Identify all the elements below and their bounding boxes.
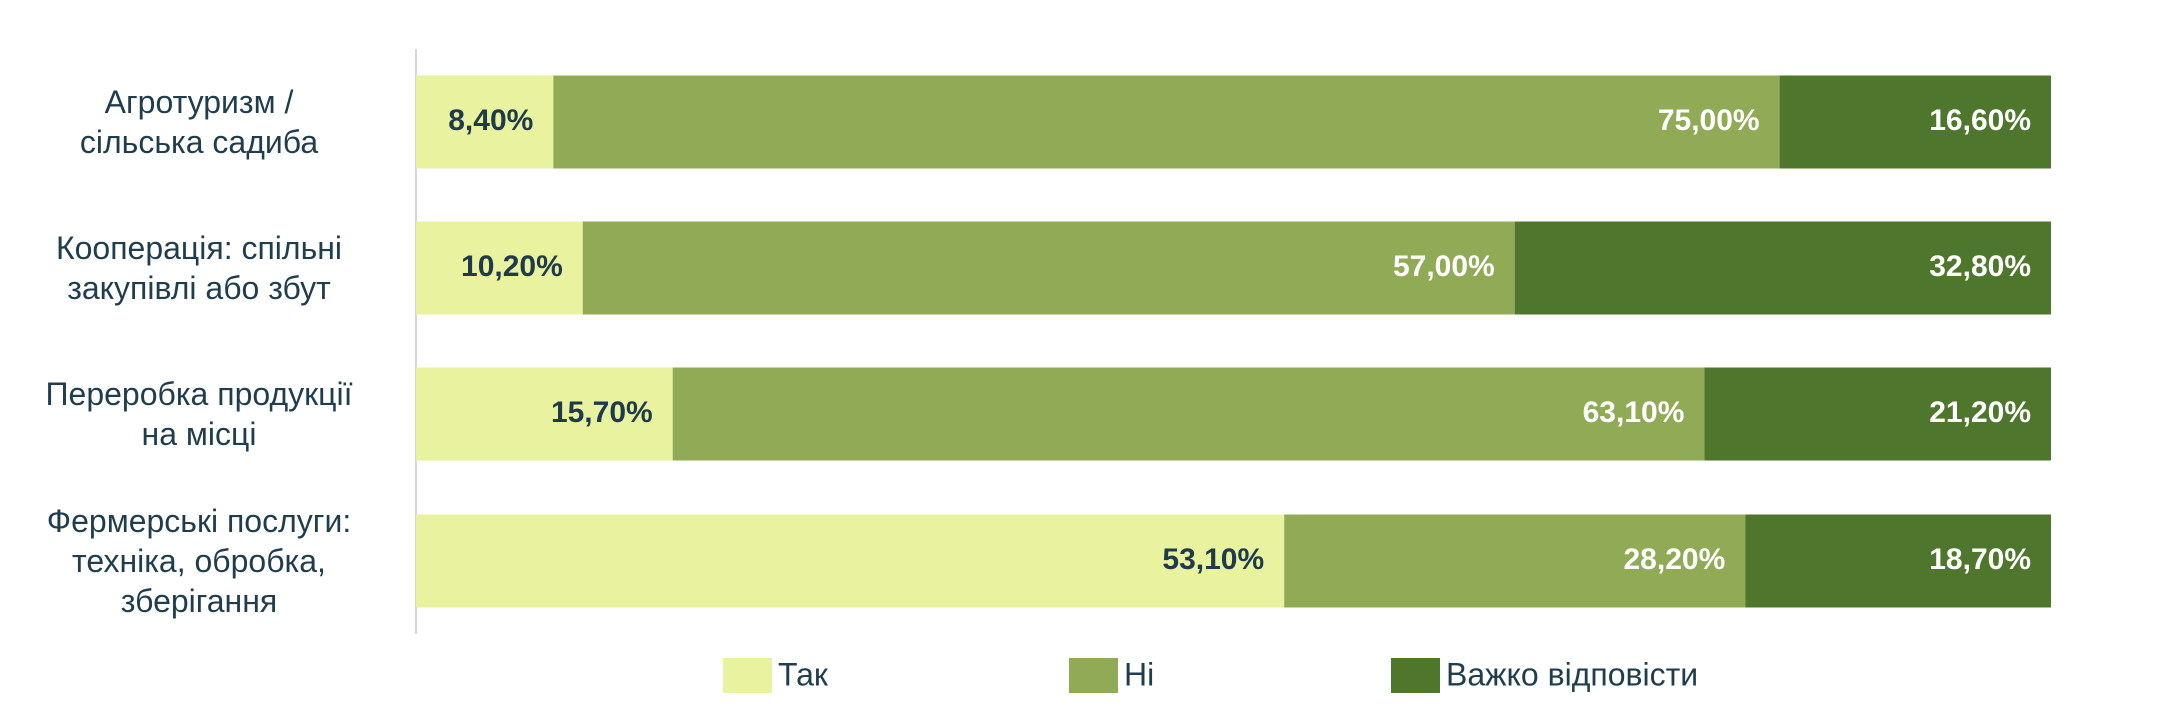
bar-segment	[582, 221, 1515, 315]
category-label: Кооперація: спільні закупівлі або збут	[55, 230, 343, 306]
bar-segment	[416, 514, 1285, 608]
bar-segment	[1704, 367, 2051, 461]
bar-segment	[553, 75, 1780, 169]
bar-segment	[416, 367, 673, 461]
legend-label: Так	[778, 656, 829, 692]
legend-swatch	[1069, 658, 1118, 693]
legend-swatch	[723, 658, 772, 693]
data-label: 8,40%	[448, 104, 533, 137]
data-label: 75,00%	[1658, 104, 1760, 137]
category-label: Агротуризм / сільська садиба	[79, 84, 319, 160]
data-label: 16,60%	[1929, 104, 2031, 137]
data-label: 21,20%	[1929, 396, 2031, 429]
data-label: 10,20%	[461, 250, 563, 283]
bar-segment	[1779, 75, 2051, 169]
data-label: 28,20%	[1624, 543, 1726, 576]
data-label: 18,70%	[1929, 543, 2031, 576]
bar-segment	[1514, 221, 2051, 315]
bar-segment	[416, 75, 554, 169]
bar-segment	[1745, 514, 2051, 608]
bar-segment	[1284, 514, 1746, 608]
data-label: 63,10%	[1583, 396, 1685, 429]
data-label: 57,00%	[1393, 250, 1495, 283]
legend-label: Ні	[1124, 656, 1154, 692]
data-label: 15,70%	[551, 396, 653, 429]
category-label: Переробка продукції на місці	[45, 376, 353, 452]
bar-segment	[416, 221, 583, 315]
data-label: 32,80%	[1929, 250, 2031, 283]
legend-label: Важко відповісти	[1446, 656, 1698, 692]
bar-segment	[672, 367, 1705, 461]
legend-swatch	[1391, 658, 1440, 693]
category-label: Фермерські послуги: техніка, обробка, зб…	[46, 503, 352, 619]
data-label: 53,10%	[1162, 543, 1264, 576]
